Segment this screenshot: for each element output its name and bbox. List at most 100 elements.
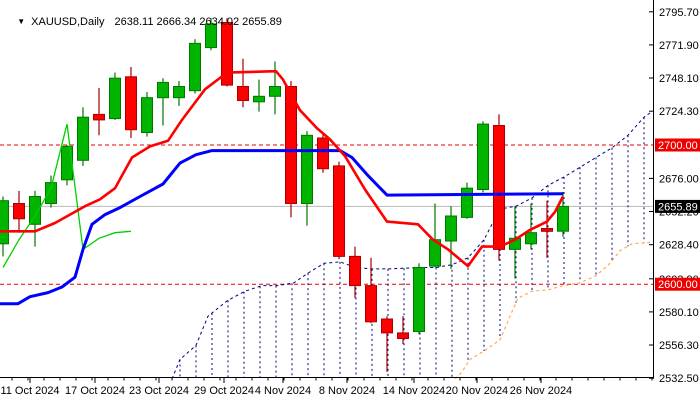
candle (45, 175, 57, 208)
candle-body (525, 232, 537, 245)
candle (237, 58, 249, 108)
candle (477, 121, 489, 193)
candle-body (269, 86, 281, 97)
tenkan-sen-line (0, 69, 565, 268)
candle (413, 263, 425, 335)
candle-body (189, 42, 201, 92)
candle (333, 161, 345, 260)
candle-body (109, 77, 121, 120)
candle-body (365, 285, 377, 323)
candle (557, 191, 569, 237)
candle (301, 131, 313, 226)
date-label: 26 Nov 2024 (510, 385, 572, 397)
price-badge (655, 138, 700, 152)
candle (365, 257, 377, 324)
candle-body (461, 187, 473, 218)
candle (173, 81, 185, 106)
price-badge-label: 2655.89 (658, 201, 698, 213)
candle-body (285, 86, 297, 204)
price-tick-label: 2771.90 (659, 40, 699, 52)
price-levels (0, 144, 653, 285)
candle (125, 67, 137, 138)
candle-body (349, 255, 361, 287)
price-tick-label: 2748.10 (659, 73, 699, 85)
candle (141, 92, 153, 137)
kijun-sen-line (0, 149, 564, 306)
date-label: 20 Nov 2024 (446, 385, 508, 397)
candle-body (237, 86, 249, 101)
candle (157, 78, 169, 126)
candle-body (381, 318, 393, 334)
price-badge (655, 199, 700, 213)
price-tick-label: 2795.70 (659, 7, 699, 19)
candle-body (477, 123, 489, 190)
candle (221, 18, 233, 87)
candle (317, 132, 329, 173)
candle-body (253, 95, 265, 103)
price-badge-label: 2600.00 (658, 279, 698, 291)
candle-body (221, 22, 233, 86)
price-tick-label: 2724.30 (659, 106, 699, 118)
candle (253, 79, 265, 112)
candle (493, 114, 505, 261)
ichimoku-cloud (171, 112, 651, 380)
candlesticks (0, 18, 569, 372)
title-ohlc-values: 2638.11 2666.34 2634.02 2655.89 (114, 16, 282, 28)
candle-body (77, 116, 89, 161)
candle-body (13, 203, 25, 220)
candle-body (317, 137, 329, 170)
candle-body (413, 267, 425, 332)
candle (541, 200, 553, 258)
candle (109, 72, 121, 120)
candle (461, 182, 473, 219)
candle (525, 203, 537, 250)
candle-body (173, 86, 185, 99)
candle-body (397, 332, 409, 339)
candle (189, 39, 201, 94)
senkou-span-lower-line (454, 241, 651, 380)
candle-body (141, 97, 153, 133)
candle-body (557, 205, 569, 232)
symbol-timeframe: XAUUSD,Daily (31, 16, 105, 28)
date-label: 14 Nov 2024 (383, 385, 445, 397)
price-badges: 2700.00 2655.89 2600.00 (655, 138, 700, 291)
candle (77, 107, 89, 166)
date-label: 11 Oct 2024 (0, 385, 59, 397)
price-tick-label: 2628.40 (659, 240, 699, 252)
indicator-lines (0, 69, 565, 306)
chart-title: ▼ XAUUSD,Daily 2638.11 2666.34 2634.02 265… (5, 4, 282, 40)
candle-body (301, 134, 313, 204)
candle (429, 203, 441, 268)
candle-body (45, 182, 57, 205)
candle-body (93, 113, 105, 121)
price-tick-label: 2676.00 (659, 173, 699, 185)
price-tick-label: 2580.10 (659, 307, 699, 319)
candle (13, 190, 25, 233)
dropdown-arrow-icon[interactable]: ▼ (17, 17, 26, 26)
price-badge-label: 2700.00 (658, 140, 698, 152)
candle (381, 316, 393, 372)
date-label: 17 Oct 2024 (65, 385, 125, 397)
candle-body (0, 200, 9, 245)
candle (93, 87, 105, 136)
price-tick-label: 2532.50 (659, 373, 699, 385)
candle-body (29, 196, 41, 225)
candle (29, 190, 41, 247)
date-label: 8 Nov 2024 (319, 385, 375, 397)
candle (445, 206, 457, 269)
candle-body (541, 228, 553, 232)
price-tick-label: 2556.30 (659, 340, 699, 352)
candle-body (493, 125, 505, 250)
price-badge (655, 277, 700, 291)
candle-body (333, 165, 345, 257)
date-label: 4 Nov 2024 (255, 385, 311, 397)
candle (205, 18, 217, 51)
candle (0, 196, 9, 257)
candle (397, 316, 409, 345)
date-label: 29 Oct 2024 (194, 385, 254, 397)
candle-body (157, 81, 169, 99)
candle (349, 246, 361, 299)
date-label: 23 Oct 2024 (129, 385, 189, 397)
